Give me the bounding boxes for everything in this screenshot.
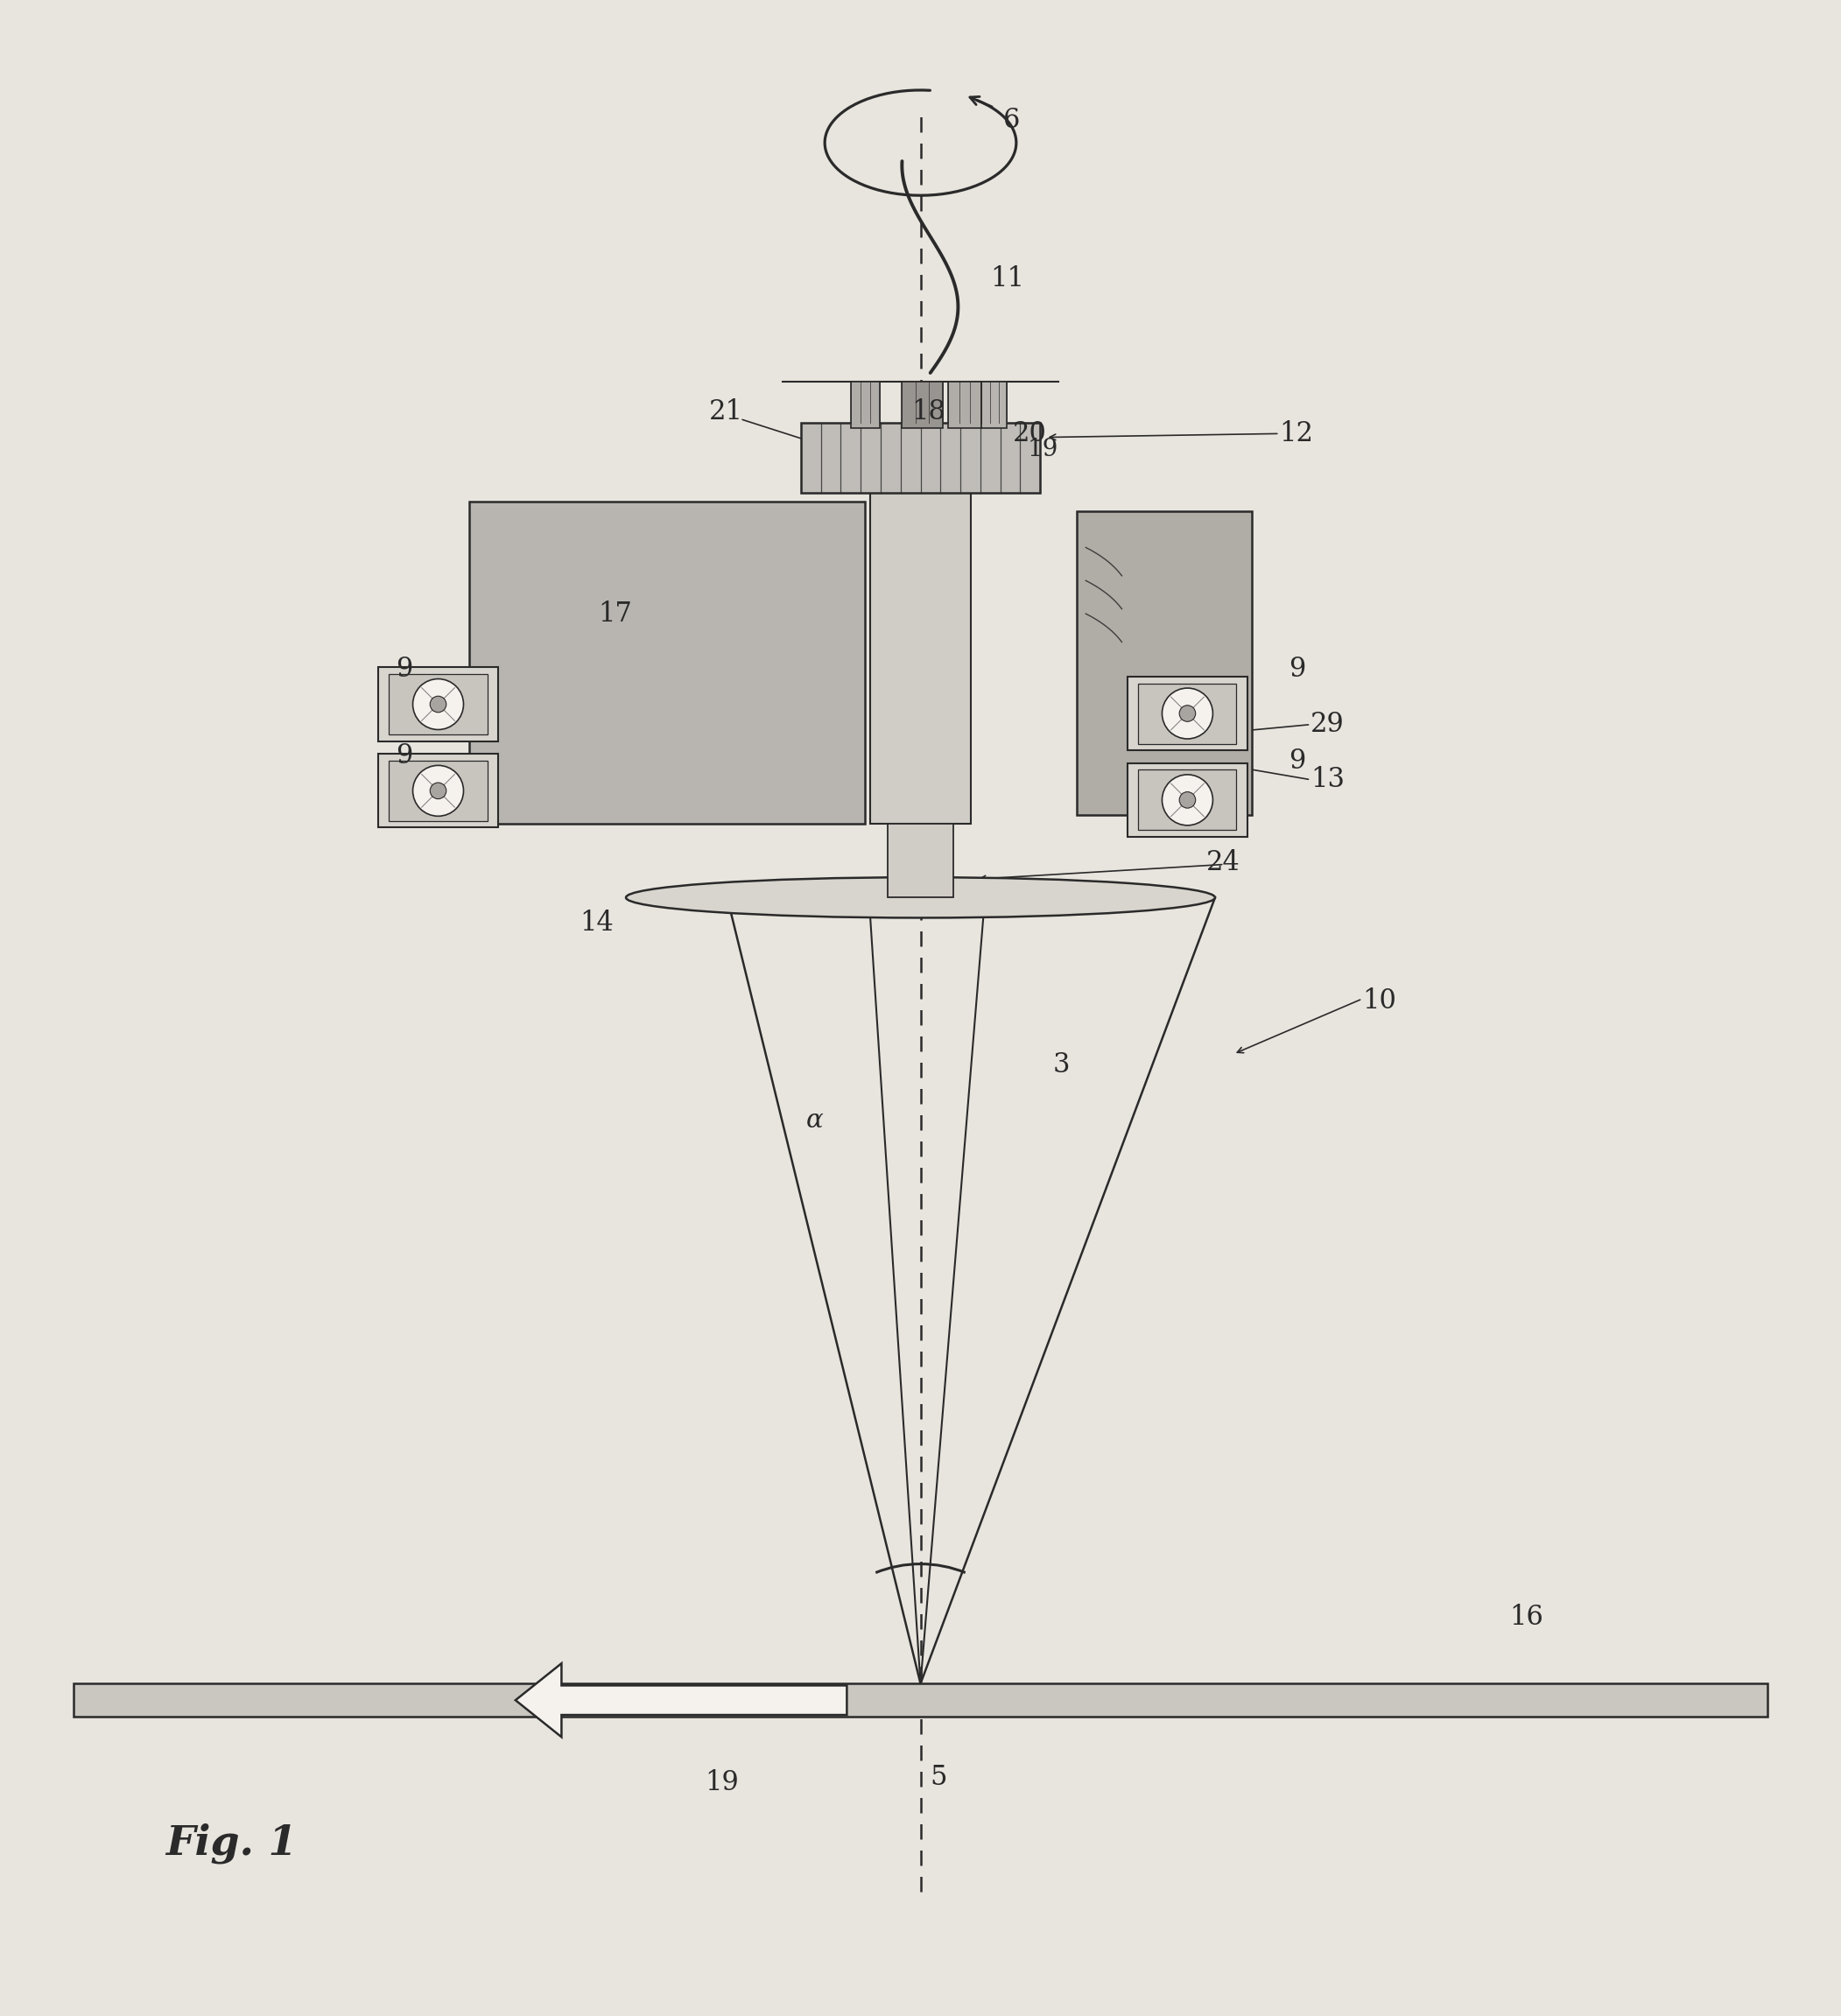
Text: 3: 3 bbox=[1053, 1052, 1070, 1079]
FancyBboxPatch shape bbox=[887, 825, 954, 897]
Text: 20: 20 bbox=[1013, 419, 1046, 448]
Text: 9: 9 bbox=[1289, 748, 1305, 774]
FancyBboxPatch shape bbox=[379, 754, 497, 829]
Text: 17: 17 bbox=[598, 601, 631, 627]
Text: 11: 11 bbox=[990, 266, 1025, 292]
FancyBboxPatch shape bbox=[388, 673, 488, 734]
Circle shape bbox=[412, 679, 464, 730]
Text: 13: 13 bbox=[1311, 766, 1346, 792]
Text: 9: 9 bbox=[396, 655, 412, 683]
FancyBboxPatch shape bbox=[388, 760, 488, 821]
Text: 10: 10 bbox=[1362, 988, 1395, 1014]
Text: 29: 29 bbox=[1311, 712, 1344, 738]
Text: 19: 19 bbox=[1027, 437, 1059, 462]
Text: 9: 9 bbox=[1289, 655, 1305, 683]
FancyBboxPatch shape bbox=[1127, 677, 1248, 750]
Circle shape bbox=[1162, 687, 1213, 738]
FancyBboxPatch shape bbox=[1077, 510, 1252, 814]
FancyBboxPatch shape bbox=[1127, 764, 1248, 837]
Text: 18: 18 bbox=[911, 397, 944, 425]
Circle shape bbox=[1162, 774, 1213, 825]
Polygon shape bbox=[515, 1663, 847, 1738]
Text: 5: 5 bbox=[930, 1764, 946, 1790]
Circle shape bbox=[1180, 792, 1195, 808]
Text: Fig. 1: Fig. 1 bbox=[166, 1822, 298, 1865]
FancyBboxPatch shape bbox=[948, 383, 981, 427]
Text: 21: 21 bbox=[709, 397, 744, 425]
FancyBboxPatch shape bbox=[74, 1683, 1767, 1718]
Text: 6: 6 bbox=[1003, 107, 1020, 135]
FancyBboxPatch shape bbox=[379, 667, 497, 742]
Text: 24: 24 bbox=[1206, 849, 1239, 877]
FancyBboxPatch shape bbox=[902, 383, 943, 427]
FancyBboxPatch shape bbox=[469, 502, 865, 825]
Text: 14: 14 bbox=[580, 909, 613, 937]
FancyBboxPatch shape bbox=[981, 383, 1007, 427]
FancyBboxPatch shape bbox=[869, 456, 972, 825]
Text: 9: 9 bbox=[396, 742, 412, 770]
Circle shape bbox=[412, 766, 464, 816]
Text: 19: 19 bbox=[705, 1770, 738, 1796]
Circle shape bbox=[1180, 706, 1195, 722]
FancyBboxPatch shape bbox=[1138, 770, 1237, 831]
FancyBboxPatch shape bbox=[801, 423, 1040, 492]
FancyBboxPatch shape bbox=[1138, 683, 1237, 744]
Text: 12: 12 bbox=[1279, 419, 1314, 448]
Circle shape bbox=[431, 782, 446, 798]
Text: 16: 16 bbox=[1510, 1603, 1543, 1631]
Circle shape bbox=[431, 696, 446, 712]
Text: α: α bbox=[806, 1109, 823, 1133]
FancyBboxPatch shape bbox=[851, 383, 880, 427]
Ellipse shape bbox=[626, 877, 1215, 917]
